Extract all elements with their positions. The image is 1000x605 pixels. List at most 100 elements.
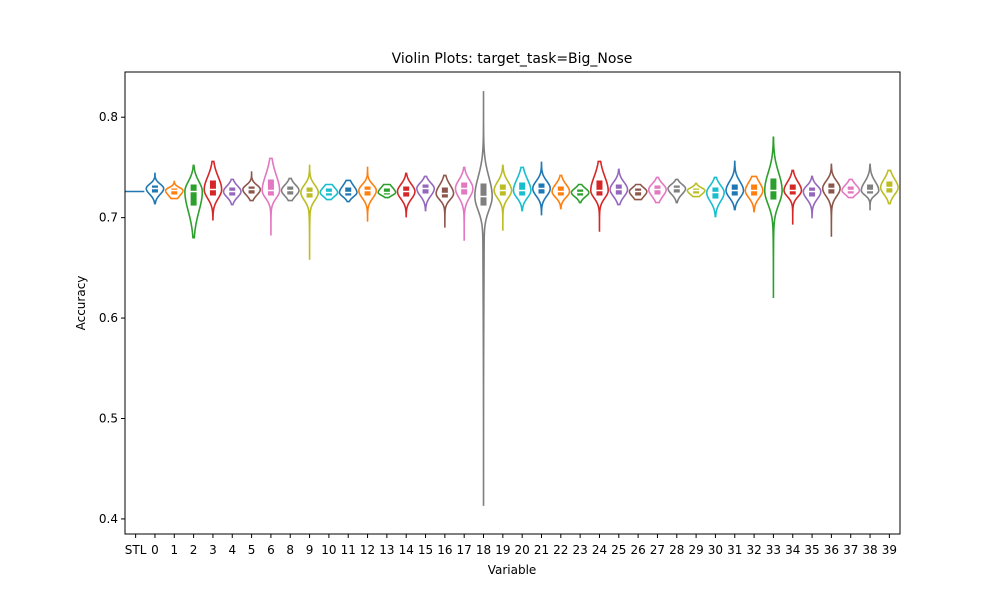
- y-tick-label: 0.8: [99, 110, 118, 124]
- violin-body: [454, 166, 474, 241]
- violin-4: [222, 178, 242, 206]
- violin-17: [454, 166, 474, 241]
- x-tick-label: 13: [379, 543, 394, 557]
- violin-body: [879, 169, 899, 205]
- violin-body: [647, 176, 667, 204]
- violin-1: [164, 180, 184, 200]
- violin-body: [570, 183, 590, 204]
- x-tick-label: 32: [746, 543, 761, 557]
- violin-31: [725, 160, 745, 211]
- x-tick-label: 37: [843, 543, 858, 557]
- y-tick-label: 0.6: [99, 311, 118, 325]
- violin-body: [300, 164, 320, 260]
- x-tick-label: 35: [804, 543, 819, 557]
- violin-33: [763, 136, 783, 298]
- violin-37: [841, 178, 861, 199]
- violin-34: [783, 169, 803, 225]
- violin-30: [705, 176, 725, 218]
- x-tick-label: 15: [418, 543, 433, 557]
- violin-body: [474, 91, 494, 506]
- violin-body: [222, 178, 242, 206]
- violin-23: [570, 183, 590, 204]
- x-tick-label: 30: [708, 543, 723, 557]
- violin-27: [647, 176, 667, 204]
- violin-body: [667, 178, 687, 204]
- x-axis-title: Variable: [488, 563, 537, 577]
- violin-39: [879, 169, 899, 205]
- x-tick-label: 21: [534, 543, 549, 557]
- violin-body: [184, 164, 204, 239]
- x-tick-label: 6: [267, 543, 275, 557]
- y-tick-label: 0.4: [99, 512, 118, 526]
- violin-body: [783, 169, 803, 225]
- violin-36: [821, 163, 841, 237]
- x-tick-label: 4: [228, 543, 236, 557]
- x-tick-label: 8: [286, 543, 294, 557]
- y-axis: 0.4 0.5 0.6 0.7 0.8: [99, 110, 125, 526]
- x-tick-label: 9: [306, 543, 314, 557]
- x-tick-label: 20: [515, 543, 530, 557]
- violin-body: [145, 172, 165, 205]
- violin-body: [319, 183, 339, 201]
- violin-body: [802, 175, 822, 219]
- violin-body: [435, 174, 455, 228]
- violin-12: [358, 166, 378, 222]
- x-tick-label: 1: [170, 543, 178, 557]
- x-tick-label: 0: [151, 543, 159, 557]
- violin-body: [744, 175, 764, 213]
- violin-body: [763, 136, 783, 298]
- x-tick-label: 3: [209, 543, 217, 557]
- violin-body: [203, 160, 223, 221]
- x-tick-label: 39: [882, 543, 897, 557]
- x-tick-label: 31: [727, 543, 742, 557]
- x-tick-label: 36: [824, 543, 839, 557]
- violin-body: [164, 180, 184, 200]
- violin-28: [667, 178, 687, 204]
- violin-body: [377, 183, 397, 199]
- violin-19: [493, 164, 513, 231]
- violin-0: [145, 172, 165, 205]
- violin-26: [628, 183, 648, 201]
- violin-body: [609, 168, 629, 206]
- violin-10: [319, 183, 339, 201]
- x-tick-label: 34: [785, 543, 800, 557]
- violin-body: [261, 157, 281, 236]
- violin-body: [280, 177, 300, 202]
- violin-21: [531, 161, 551, 216]
- x-axis: STL 0 1 2 3 4 5 6 8 9 10 11 12 13 14 15 16 17 18 19 20 21 22 23…: [125, 534, 897, 557]
- violin-13: [377, 183, 397, 199]
- x-tick-label: 5: [248, 543, 256, 557]
- violin-body: [531, 161, 551, 216]
- violin-body: [493, 164, 513, 231]
- violin-body: [686, 182, 706, 198]
- violin-35: [802, 175, 822, 219]
- x-tick-label: 11: [341, 543, 356, 557]
- x-tick-label: 27: [650, 543, 665, 557]
- violin-15: [416, 175, 436, 212]
- violin-body: [725, 160, 745, 211]
- violin-18: [474, 91, 494, 506]
- violin-24: [589, 160, 609, 232]
- violin-5: [242, 171, 262, 202]
- chart-title: Violin Plots: target_task=Big_Nose: [392, 51, 633, 67]
- y-tick-label: 0.7: [99, 211, 118, 225]
- plot-frame: [124, 71, 901, 535]
- violin-body: [358, 166, 378, 222]
- x-tick-label: 25: [611, 543, 626, 557]
- x-tick-label: 12: [360, 543, 375, 557]
- violin-body: [551, 174, 571, 210]
- violin-body: [628, 183, 648, 201]
- violin-16: [435, 174, 455, 228]
- x-tick-label: 38: [862, 543, 877, 557]
- x-tick-label: 18: [476, 543, 491, 557]
- x-tick-label: 22: [553, 543, 568, 557]
- violin-9: [300, 164, 320, 260]
- x-tick-label: 23: [573, 543, 588, 557]
- violin-2: [184, 164, 204, 239]
- violin-body: [821, 163, 841, 237]
- violin-3: [203, 160, 223, 221]
- violin-body: [589, 160, 609, 232]
- violin-body: [705, 176, 725, 218]
